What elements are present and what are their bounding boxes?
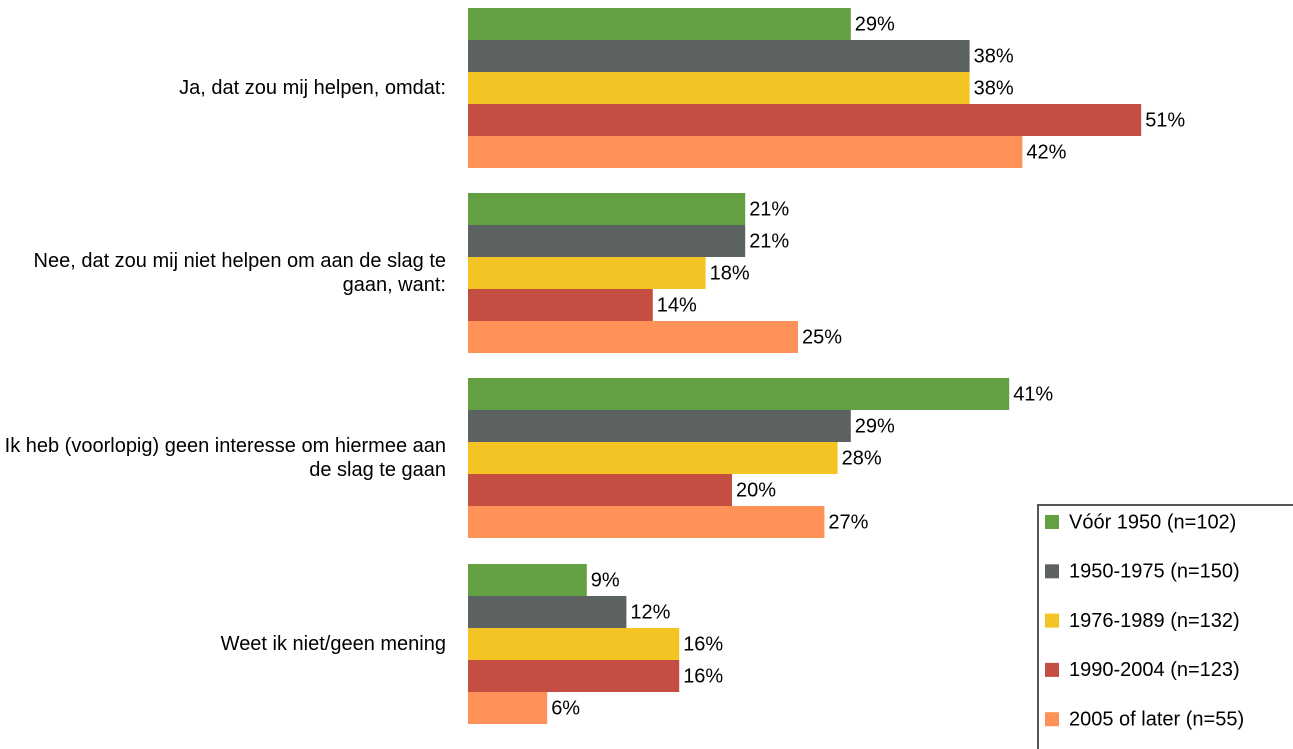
value-label: 14% [657, 294, 697, 316]
bar [468, 8, 851, 40]
bar [468, 474, 732, 506]
bar [468, 321, 798, 353]
bar [468, 596, 627, 628]
bar [468, 564, 587, 596]
value-label: 21% [749, 198, 789, 220]
category-label: Ik heb (voorlopig) geen interesse om hie… [4, 435, 446, 481]
value-label: 38% [974, 77, 1014, 99]
value-label: 28% [842, 447, 882, 469]
value-label: 42% [1026, 141, 1066, 163]
value-label: 41% [1013, 383, 1053, 405]
bar [468, 410, 851, 442]
value-label: 18% [710, 262, 750, 284]
value-label: 6% [551, 697, 580, 719]
bar [468, 692, 548, 724]
value-label: 21% [749, 230, 789, 252]
bar [468, 225, 746, 257]
bar [468, 378, 1010, 410]
value-label: 27% [828, 511, 868, 533]
legend-swatch [1045, 564, 1059, 579]
category-label: Nee, dat zou mij niet helpen om aan de s… [33, 250, 446, 296]
bar [468, 72, 970, 104]
legend-swatch [1045, 712, 1059, 727]
bar [468, 660, 680, 692]
legend-label: 1976-1989 (n=132) [1069, 610, 1240, 632]
bar [468, 442, 838, 474]
value-label: 20% [736, 479, 776, 501]
bar [468, 628, 680, 660]
bar [468, 40, 970, 72]
value-label: 16% [683, 633, 723, 655]
legend-swatch [1045, 515, 1059, 529]
legend-label: 1950-1975 (n=150) [1069, 561, 1240, 583]
value-label: 51% [1145, 109, 1185, 131]
value-label: 29% [855, 13, 895, 35]
bar [468, 193, 746, 225]
bar [468, 506, 825, 538]
bar [468, 257, 706, 289]
value-label: 16% [683, 665, 723, 687]
value-label: 12% [630, 601, 670, 623]
value-label: 38% [974, 45, 1014, 67]
legend-label: Vóór 1950 (n=102) [1069, 511, 1236, 533]
value-label: 9% [591, 569, 620, 591]
bar [468, 104, 1142, 136]
value-label: 29% [855, 415, 895, 437]
value-label: 25% [802, 326, 842, 348]
category-label: Weet ik niet/geen mening [220, 633, 446, 655]
bar [468, 136, 1023, 168]
legend-label: 2005 of later (n=55) [1069, 708, 1244, 730]
legend-label: 1990-2004 (n=123) [1069, 659, 1240, 681]
legend-swatch [1045, 613, 1059, 628]
legend-box [1037, 504, 1293, 749]
bar [468, 289, 653, 321]
legend-swatch [1045, 662, 1059, 677]
category-label: Ja, dat zou mij helpen, omdat: [179, 77, 446, 99]
